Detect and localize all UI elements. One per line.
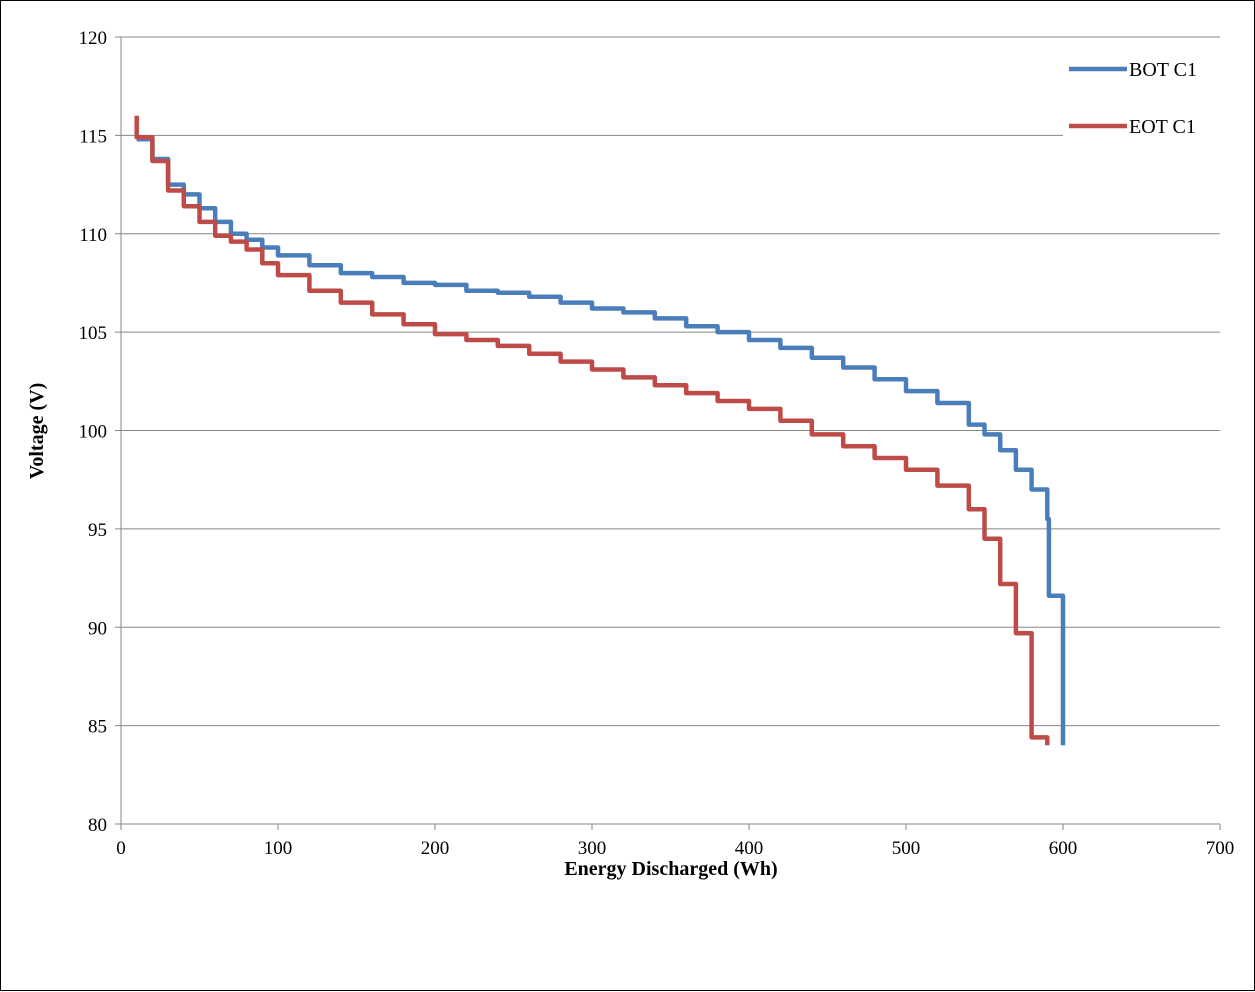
y-tick-label: 110	[79, 225, 107, 246]
x-tick-label: 0	[116, 838, 126, 859]
grid-layer	[121, 36, 1220, 727]
y-tick-label: 115	[79, 126, 107, 147]
x-tick-label: 600	[1049, 838, 1078, 859]
x-tick-label: 200	[421, 838, 450, 859]
y-tick-label: 120	[79, 28, 108, 49]
x-tick-label: 300	[578, 838, 607, 859]
legend: BOT C1 EOT C1	[1063, 49, 1221, 148]
series-layer	[134, 115, 1066, 746]
y-tick-label: 95	[88, 520, 107, 541]
y-tick-label: 105	[79, 323, 108, 344]
x-axis-title: Energy Discharged (Wh)	[564, 858, 777, 880]
x-tick-label: 400	[735, 838, 764, 859]
legend-label: BOT C1	[1129, 59, 1197, 81]
axis-layer: 80 85 90 95 100 105 110 115 120 0 100 200 300 400 500 6…	[79, 28, 1235, 859]
y-axis-title: Voltage (V)	[26, 383, 48, 479]
y-tick-label: 80	[88, 815, 107, 836]
legend-label: EOT C1	[1129, 116, 1196, 138]
series-line-eot-c1	[134, 115, 1050, 746]
x-tick-label: 700	[1206, 838, 1235, 859]
x-tick-label: 500	[892, 838, 921, 859]
y-tick-label: 85	[88, 717, 107, 738]
x-tick-label: 100	[264, 838, 293, 859]
series-line-bot-c1	[136, 137, 1066, 746]
y-tick-label: 100	[79, 422, 108, 443]
y-tick-label: 90	[88, 618, 107, 639]
